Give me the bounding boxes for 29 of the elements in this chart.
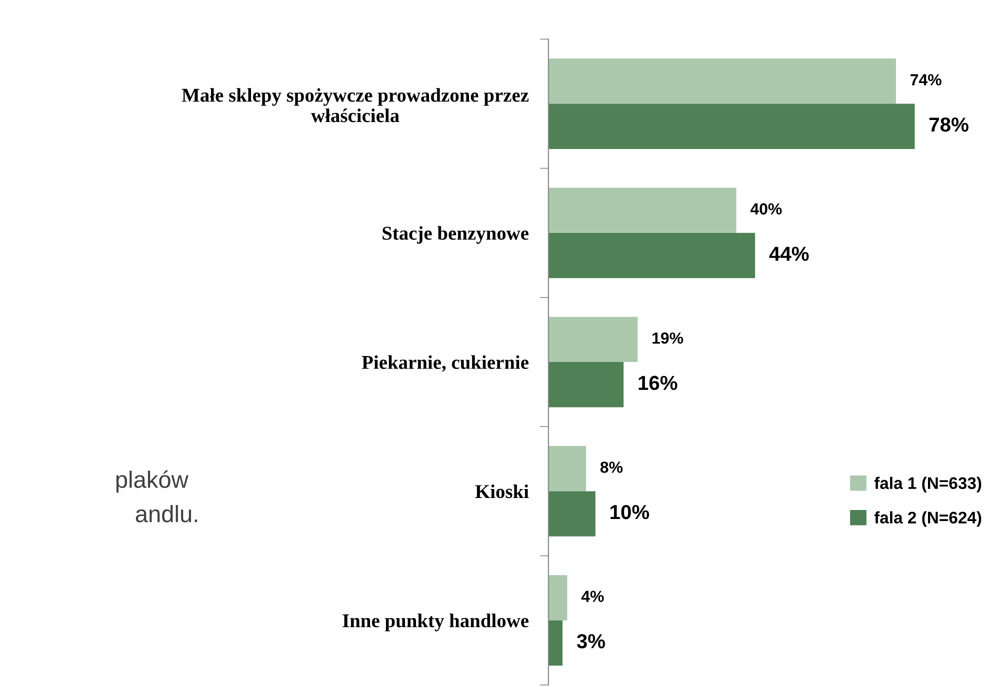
y-tick-label: Piekarnie, cukiernie: [362, 355, 529, 372]
legend-label: fala 1 (N=633): [874, 476, 982, 492]
bar: [548, 316, 638, 362]
legend-label: fala 2 (N=624): [874, 511, 982, 527]
bar: [548, 104, 915, 149]
bar: [548, 446, 586, 492]
data-label: 4%: [581, 590, 604, 602]
bar: [548, 575, 568, 620]
y-tick-label: Małe sklepy spożywcze prowadzone przez właściciela: [182, 88, 529, 122]
data-label: 10%: [610, 504, 650, 520]
bar: [548, 362, 624, 408]
data-label: 44%: [769, 246, 809, 261]
text: andlu.: [136, 505, 198, 522]
data-label: 19%: [652, 332, 684, 344]
data-label: 40%: [750, 203, 782, 215]
y-tick-label: Stacje benzynowe: [382, 226, 529, 244]
y-tick-label: Kioski: [475, 484, 529, 498]
data-label: 8%: [600, 462, 623, 473]
y-tick-label: Inne punkty handlowe: [342, 614, 529, 632]
bar: [548, 232, 756, 278]
bar: [548, 620, 563, 666]
data-label: 16%: [638, 376, 678, 390]
text: plaków: [116, 470, 188, 493]
bar: [548, 58, 896, 104]
bar: [548, 491, 596, 536]
data-label: 3%: [576, 634, 606, 648]
data-label: 78%: [930, 117, 968, 132]
bar: [548, 188, 736, 233]
data-label: 74%: [910, 74, 942, 86]
